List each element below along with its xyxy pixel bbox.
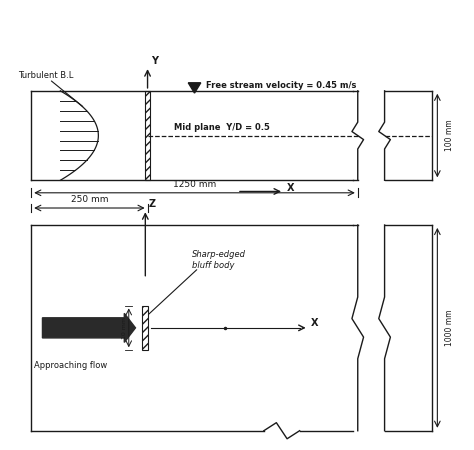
Text: 250 mm: 250 mm (71, 195, 108, 204)
FancyArrow shape (43, 313, 136, 342)
Polygon shape (188, 83, 201, 93)
Text: Mid plane  Y/D = 0.5: Mid plane Y/D = 0.5 (174, 123, 270, 132)
Text: Z: Z (148, 199, 155, 209)
Text: X: X (287, 183, 294, 193)
Text: Y: Y (151, 56, 158, 66)
Text: Approaching flow: Approaching flow (34, 361, 107, 370)
Text: Sharp-edged
bluff body: Sharp-edged bluff body (192, 250, 246, 270)
Text: Free stream velocity = 0.45 m/s: Free stream velocity = 0.45 m/s (206, 81, 356, 90)
Text: 10 mm: 10 mm (122, 317, 127, 339)
Text: 1000 mm: 1000 mm (446, 310, 455, 346)
Bar (142, 306, 148, 350)
Text: 1250 mm: 1250 mm (173, 180, 216, 189)
Bar (145, 91, 150, 180)
Text: X: X (311, 318, 319, 328)
Text: Turbulent B.L: Turbulent B.L (18, 71, 73, 80)
Text: 100 mm: 100 mm (446, 120, 455, 151)
